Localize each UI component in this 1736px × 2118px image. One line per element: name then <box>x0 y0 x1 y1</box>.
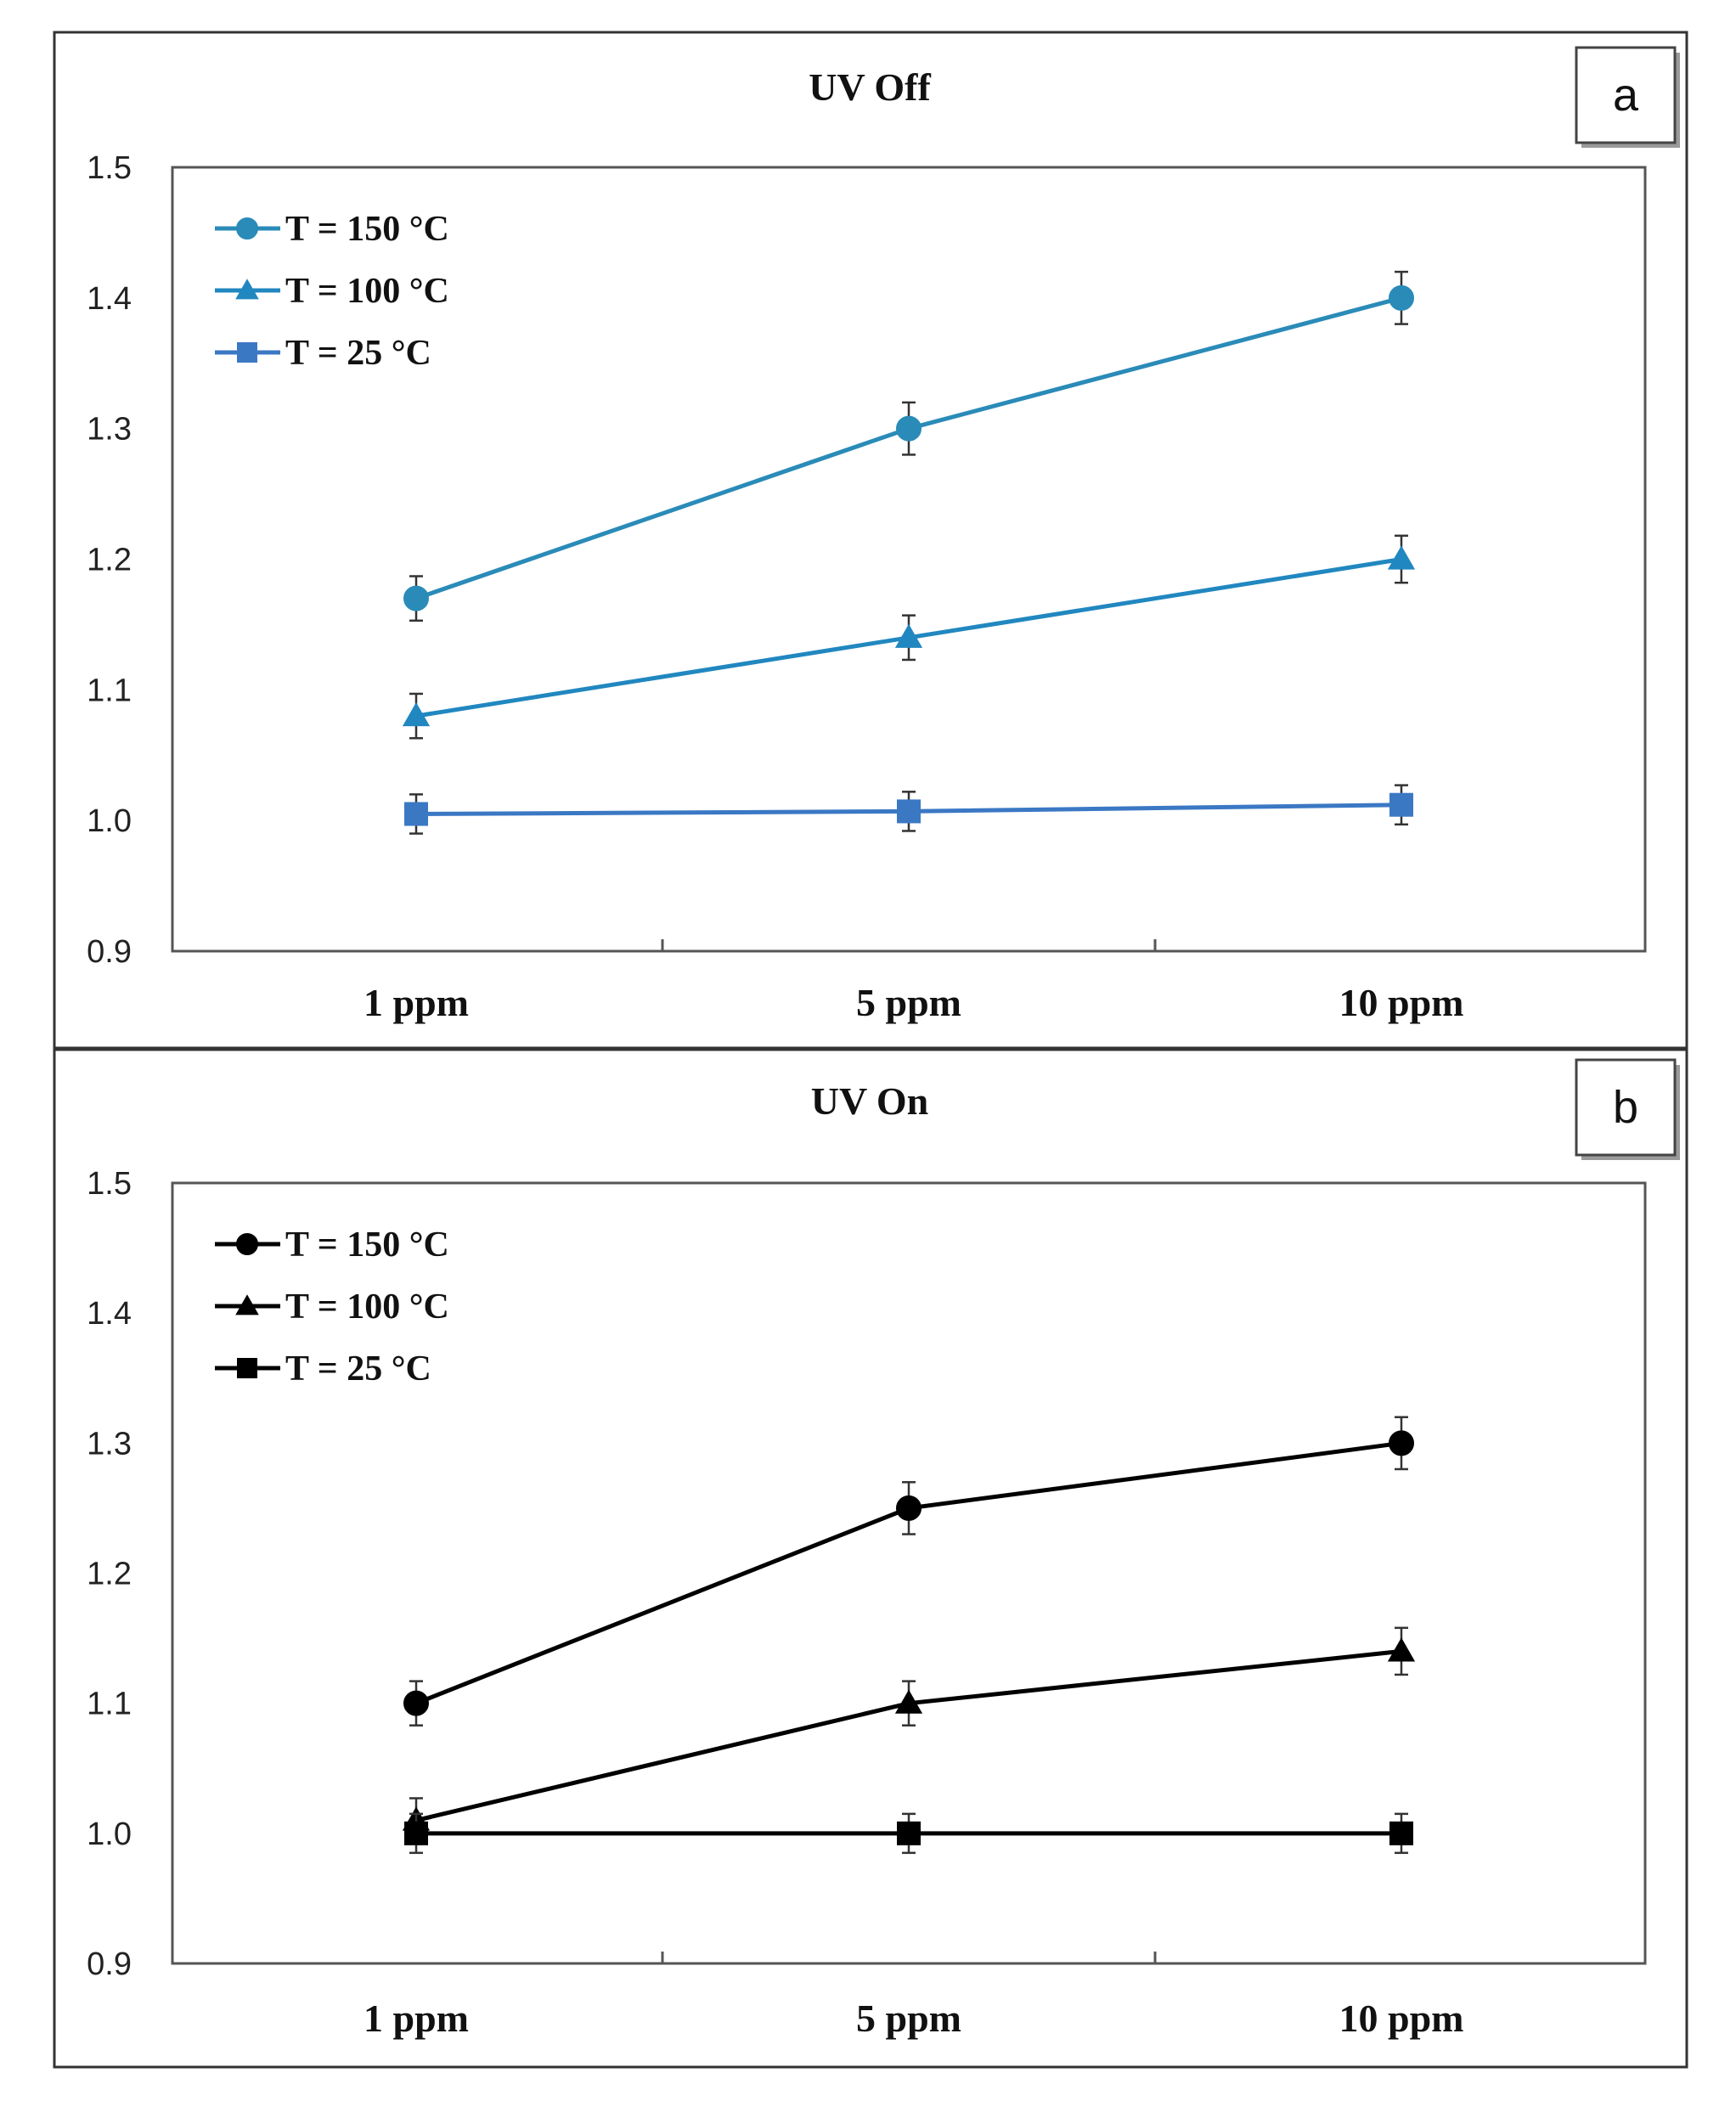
y-tick-label: 1.0 <box>87 803 132 839</box>
data-point <box>403 585 429 611</box>
panel-label: b <box>1613 1082 1638 1133</box>
panel-label: a <box>1613 70 1639 121</box>
y-tick-label: 1.1 <box>87 1687 132 1722</box>
legend-marker <box>236 217 258 239</box>
panel-frame <box>53 1048 1688 2069</box>
legend-label: T = 150 °C <box>285 1225 449 1265</box>
data-point <box>402 702 431 727</box>
y-tick-label: 1.3 <box>87 412 132 448</box>
x-tick-label: 10 ppm <box>1339 1997 1464 2040</box>
legend-label: T = 100 °C <box>285 1287 449 1327</box>
data-point <box>894 623 923 648</box>
series-line <box>415 1648 1402 1822</box>
data-point <box>1387 545 1416 570</box>
x-tick-label: 1 ppm <box>364 1997 469 2040</box>
legend-marker <box>237 1358 257 1378</box>
chart-title: UV Off <box>809 65 931 109</box>
plot-area <box>171 1181 1647 1965</box>
data-point <box>1387 1637 1416 1662</box>
panel-badge <box>1575 46 1677 144</box>
chart-panel-a: UV Off a 0.9 1.0 1.1 1.2 1.3 1.4 1.5 1 ppm 5 ppm 10… <box>53 31 1688 1050</box>
y-tick-label: 1.4 <box>87 1296 132 1332</box>
series-square <box>404 784 1413 835</box>
legend-marker <box>237 342 257 363</box>
data-point <box>896 415 922 442</box>
x-tick-label: 5 ppm <box>856 981 961 1024</box>
series-triangle <box>402 534 1416 740</box>
y-tick-label: 0.9 <box>87 1946 132 1982</box>
data-point <box>897 1821 921 1845</box>
data-point <box>1389 1821 1413 1845</box>
y-tick-label: 1.3 <box>87 1426 132 1462</box>
data-point <box>1389 284 1414 311</box>
data-point <box>894 1689 923 1714</box>
data-point <box>897 799 921 824</box>
legend-label: T = 100 °C <box>285 272 449 311</box>
y-tick-label: 1.4 <box>87 281 132 317</box>
panel-badge <box>1575 1058 1677 1157</box>
series-triangle <box>402 1626 1416 1844</box>
data-point <box>1389 792 1413 817</box>
legend-label: T = 25 °C <box>285 1349 431 1389</box>
y-tick-label: 1.5 <box>87 150 132 186</box>
legend-marker <box>235 1294 259 1315</box>
chart-panel-b: UV On b 0.9 1.0 1.1 1.2 1.3 1.4 1.5 1 ppm 5 ppm 10 … <box>53 1048 1688 2069</box>
y-tick-label: 1.2 <box>87 1557 132 1592</box>
x-tick-label: 10 ppm <box>1339 981 1464 1024</box>
y-tick-label: 1.0 <box>87 1817 132 1852</box>
data-point <box>404 1821 428 1845</box>
x-tick-label: 5 ppm <box>856 1997 961 2040</box>
series-square <box>404 1812 1413 1855</box>
data-point <box>403 1690 429 1716</box>
y-tick-label: 1.1 <box>87 673 132 708</box>
legend: T = 150 °C T = 100 °C T = 25 °C <box>215 210 449 373</box>
x-tick-label: 1 ppm <box>364 981 469 1024</box>
data-point <box>896 1495 922 1521</box>
legend-marker <box>236 1233 258 1255</box>
data-point <box>404 802 428 826</box>
chart-title: UV On <box>811 1079 928 1123</box>
y-tick-label: 1.5 <box>87 1166 132 1202</box>
legend: T = 150 °C T = 100 °C T = 25 °C <box>215 1225 449 1389</box>
plot-area <box>171 166 1647 953</box>
legend-label: T = 25 °C <box>285 334 431 373</box>
series-circle <box>403 1416 1414 1727</box>
panel-frame <box>53 31 1688 1050</box>
legend-marker <box>235 279 259 300</box>
data-point <box>1389 1430 1414 1456</box>
legend-label: T = 150 °C <box>285 210 449 249</box>
y-tick-label: 1.2 <box>87 543 132 578</box>
series-circle <box>403 270 1414 622</box>
y-tick-label: 0.9 <box>87 934 132 970</box>
